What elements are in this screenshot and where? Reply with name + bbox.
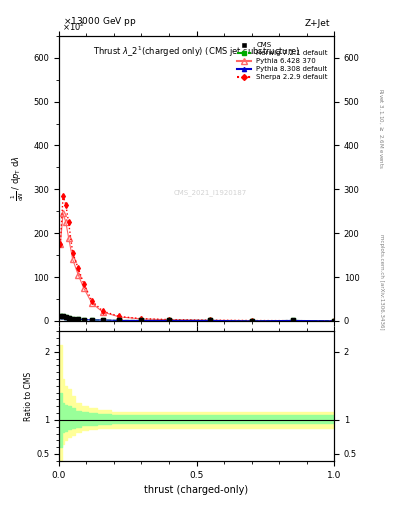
Pythia 8.308 default [90, 317, 94, 323]
Pythia 6.428 370 [66, 234, 71, 241]
Pythia 6.428 370 [58, 241, 63, 247]
Herwig 7.2.1 default [332, 318, 336, 324]
Herwig 7.2.1 default [76, 316, 81, 322]
CMS [66, 315, 71, 322]
CMS [290, 317, 295, 324]
Pythia 6.428 370 [64, 219, 68, 225]
CMS [117, 317, 122, 324]
Herwig 7.2.1 default [61, 313, 65, 319]
Pythia 8.308 default [70, 315, 75, 322]
Text: $\times$13000 GeV pp: $\times$13000 GeV pp [63, 15, 136, 28]
Pythia 8.308 default [332, 318, 336, 324]
Sherpa 2.2.9 default [101, 308, 105, 314]
Line: Sherpa 2.2.9 default: Sherpa 2.2.9 default [58, 194, 336, 323]
Sherpa 2.2.9 default [81, 281, 86, 287]
Pythia 6.428 370 [90, 300, 94, 306]
Herwig 7.2.1 default [117, 317, 122, 324]
Pythia 8.308 default [249, 318, 254, 324]
Herwig 7.2.1 default [81, 316, 86, 323]
Pythia 8.308 default [167, 317, 171, 324]
Sherpa 2.2.9 default [208, 317, 213, 323]
Pythia 6.428 370 [70, 257, 75, 263]
Herwig 7.2.1 default [249, 318, 254, 324]
Herwig 7.2.1 default [167, 317, 171, 324]
Text: CMS_2021_I1920187: CMS_2021_I1920187 [174, 189, 247, 196]
Text: Thrust $\lambda\_2^1$(charged only) (CMS jet substructure): Thrust $\lambda\_2^1$(charged only) (CMS… [93, 45, 300, 59]
Text: Rivet 3.1.10, $\geq$ 2.6M events: Rivet 3.1.10, $\geq$ 2.6M events [377, 88, 385, 168]
Sherpa 2.2.9 default [249, 317, 254, 324]
CMS [58, 313, 63, 319]
Pythia 6.428 370 [332, 317, 336, 324]
Herwig 7.2.1 default [208, 317, 213, 324]
CMS [70, 315, 75, 322]
Y-axis label: $\frac{1}{\mathrm{d}N}$ / $\mathrm{d}p_\mathrm{T}$ $\mathrm{d}\lambda$: $\frac{1}{\mathrm{d}N}$ / $\mathrm{d}p_\… [9, 156, 26, 201]
CMS [167, 317, 171, 324]
CMS [90, 317, 94, 323]
Line: Pythia 8.308 default: Pythia 8.308 default [58, 314, 336, 323]
Line: Pythia 6.428 370: Pythia 6.428 370 [57, 210, 337, 324]
Text: $\times 10^2$: $\times 10^2$ [62, 20, 84, 33]
Herwig 7.2.1 default [90, 317, 94, 323]
Pythia 6.428 370 [208, 317, 213, 324]
Pythia 6.428 370 [139, 316, 144, 322]
Sherpa 2.2.9 default [90, 298, 94, 304]
CMS [332, 318, 336, 324]
Pythia 6.428 370 [290, 317, 295, 324]
Line: CMS: CMS [58, 314, 336, 323]
Pythia 8.308 default [101, 317, 105, 323]
Herwig 7.2.1 default [66, 315, 71, 322]
Sherpa 2.2.9 default [117, 313, 122, 319]
Pythia 8.308 default [139, 317, 144, 324]
Line: Herwig 7.2.1 default: Herwig 7.2.1 default [58, 314, 336, 323]
Sherpa 2.2.9 default [139, 315, 144, 322]
Pythia 8.308 default [76, 316, 81, 322]
Sherpa 2.2.9 default [70, 250, 75, 256]
X-axis label: thrust (charged-only): thrust (charged-only) [145, 485, 248, 495]
Pythia 6.428 370 [81, 285, 86, 291]
CMS [101, 317, 105, 323]
Pythia 6.428 370 [101, 309, 105, 315]
Pythia 8.308 default [117, 317, 122, 324]
Sherpa 2.2.9 default [61, 193, 65, 199]
CMS [139, 317, 144, 324]
Sherpa 2.2.9 default [66, 219, 71, 225]
Pythia 6.428 370 [167, 317, 171, 323]
Sherpa 2.2.9 default [167, 316, 171, 323]
Herwig 7.2.1 default [58, 313, 63, 319]
Pythia 8.308 default [66, 315, 71, 322]
Herwig 7.2.1 default [64, 314, 68, 321]
Sherpa 2.2.9 default [64, 202, 68, 208]
Pythia 8.308 default [64, 314, 68, 321]
CMS [76, 316, 81, 322]
CMS [249, 318, 254, 324]
Sherpa 2.2.9 default [58, 241, 63, 247]
Pythia 6.428 370 [117, 314, 122, 320]
Pythia 8.308 default [58, 313, 63, 319]
Pythia 8.308 default [61, 313, 65, 319]
Legend: CMS, Herwig 7.2.1 default, Pythia 6.428 370, Pythia 8.308 default, Sherpa 2.2.9 : CMS, Herwig 7.2.1 default, Pythia 6.428 … [234, 39, 331, 83]
Herwig 7.2.1 default [70, 315, 75, 322]
Herwig 7.2.1 default [101, 317, 105, 323]
CMS [208, 317, 213, 324]
CMS [64, 314, 68, 321]
CMS [61, 313, 65, 319]
Sherpa 2.2.9 default [76, 265, 81, 271]
CMS [81, 316, 86, 323]
Sherpa 2.2.9 default [290, 317, 295, 324]
Pythia 6.428 370 [61, 210, 65, 217]
Y-axis label: Ratio to CMS: Ratio to CMS [24, 372, 33, 420]
Herwig 7.2.1 default [139, 317, 144, 324]
Herwig 7.2.1 default [290, 317, 295, 324]
Pythia 6.428 370 [249, 317, 254, 324]
Pythia 6.428 370 [76, 272, 81, 278]
Text: Z+Jet: Z+Jet [305, 19, 330, 28]
Text: mcplots.cern.ch [arXiv:1306.3436]: mcplots.cern.ch [arXiv:1306.3436] [379, 234, 384, 329]
Pythia 8.308 default [208, 317, 213, 324]
Pythia 8.308 default [290, 317, 295, 324]
Pythia 8.308 default [81, 316, 86, 323]
Sherpa 2.2.9 default [332, 317, 336, 324]
